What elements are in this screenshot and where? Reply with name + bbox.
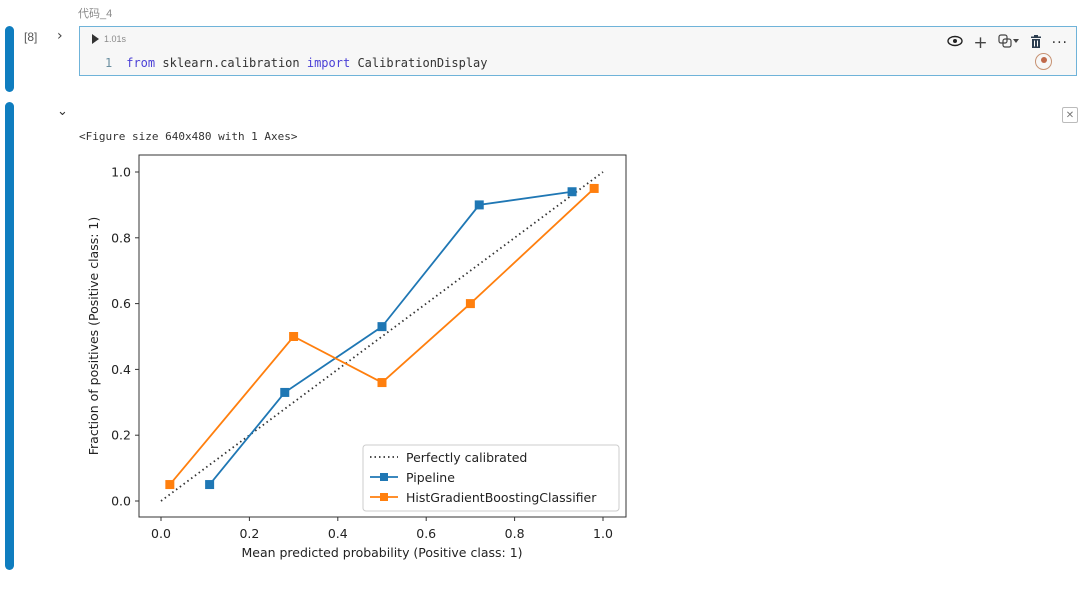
code-keyword: from bbox=[126, 56, 156, 70]
x-tick-label: 0.4 bbox=[328, 526, 348, 541]
cell-label: 代码_4 bbox=[78, 8, 113, 20]
y-tick-label: 0.6 bbox=[111, 296, 131, 311]
code-line[interactable]: 1 from sklearn.calibration import Calibra… bbox=[105, 56, 488, 70]
x-tick-label: 0.6 bbox=[416, 526, 436, 541]
cell-toolbar: + ··· bbox=[947, 33, 1068, 53]
data-series bbox=[160, 171, 604, 502]
legend: Perfectly calibrated Pipeline HistGradie… bbox=[362, 444, 620, 512]
run-icon[interactable] bbox=[92, 34, 99, 44]
code-module: sklearn.calibration bbox=[155, 56, 307, 70]
cell-selection-bar[interactable] bbox=[5, 26, 14, 92]
data-point-marker bbox=[474, 200, 484, 210]
plus-icon[interactable]: + bbox=[973, 33, 988, 53]
y-tick-label: 0.4 bbox=[111, 362, 131, 377]
data-point-marker bbox=[165, 480, 175, 490]
legend-hgb: HistGradientBoostingClassifier bbox=[406, 490, 597, 505]
legend-pipeline: Pipeline bbox=[406, 470, 455, 485]
trash-icon[interactable] bbox=[1030, 34, 1042, 52]
y-tick-label: 0.2 bbox=[111, 428, 131, 443]
x-axis-label: Mean predicted probability (Positive cla… bbox=[241, 545, 522, 560]
close-box-icon[interactable]: ✕ bbox=[1062, 107, 1078, 123]
y-axis-ticks: 0.0 0.2 0.4 0.6 0.8 1.0 bbox=[111, 165, 139, 509]
x-tick-label: 0.2 bbox=[239, 526, 259, 541]
y-tick-label: 0.0 bbox=[111, 494, 131, 509]
y-tick-label: 0.8 bbox=[111, 230, 131, 245]
data-point-marker bbox=[205, 480, 215, 490]
collapse-output-chevron-icon[interactable]: ⌄ bbox=[57, 104, 68, 119]
data-point-marker bbox=[377, 378, 387, 388]
execution-count: [8] bbox=[24, 30, 38, 44]
run-info: 1.01s bbox=[92, 34, 126, 44]
data-point-marker bbox=[289, 332, 299, 341]
data-point-marker bbox=[377, 322, 387, 332]
data-point-marker bbox=[280, 387, 290, 397]
x-tick-label: 1.0 bbox=[593, 526, 613, 541]
run-time: 1.01s bbox=[104, 34, 127, 44]
code-name: CalibrationDisplay bbox=[350, 56, 488, 70]
y-tick-label: 1.0 bbox=[111, 165, 131, 180]
more-icon[interactable]: ··· bbox=[1051, 35, 1068, 51]
line-number: 1 bbox=[105, 56, 113, 70]
output-selection-bar[interactable] bbox=[5, 102, 14, 570]
x-tick-label: 0.8 bbox=[505, 526, 525, 541]
data-point-marker bbox=[589, 183, 599, 193]
ai-status-icon[interactable] bbox=[1035, 53, 1052, 70]
figure-repr-text: <Figure size 640x480 with 1 Axes> bbox=[79, 130, 298, 143]
data-point-marker bbox=[465, 299, 475, 309]
calibration-chart: 0.0 0.2 0.4 0.6 0.8 1.0 0.0 0.2 0.4 0.6 0.8 1.0 Me… bbox=[86, 154, 627, 560]
code-keyword: import bbox=[306, 56, 351, 70]
expand-chevron-icon[interactable]: › bbox=[57, 28, 63, 44]
code-cell-editor[interactable]: 1.01s 1 from sklearn.calibration import C… bbox=[79, 26, 1077, 76]
legend-perfectly-calibrated: Perfectly calibrated bbox=[406, 450, 527, 465]
eye-icon[interactable] bbox=[947, 35, 964, 51]
python-icon[interactable] bbox=[998, 34, 1020, 52]
x-tick-label: 0.0 bbox=[151, 526, 171, 541]
data-point-marker bbox=[567, 187, 577, 197]
x-axis-ticks: 0.0 0.2 0.4 0.6 0.8 1.0 bbox=[151, 517, 613, 541]
y-axis-label: Fraction of positives (Positive class: 1… bbox=[86, 217, 101, 456]
